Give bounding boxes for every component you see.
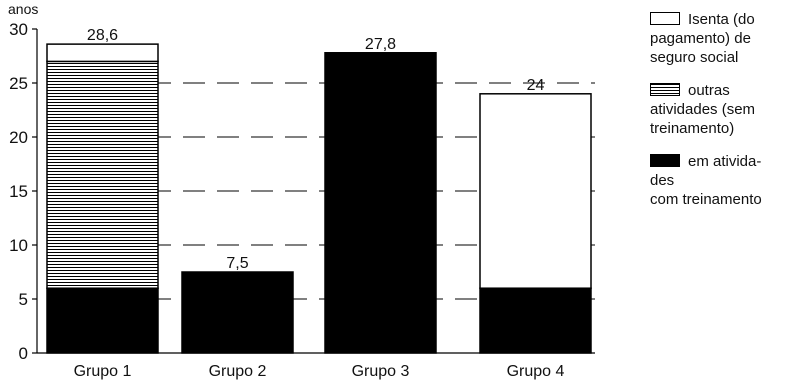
y-tick-label: 20 (9, 128, 28, 147)
bar-4-segment-1 (479, 287, 592, 354)
bar-2-segment-1 (181, 271, 294, 354)
legend-item-3: em atividа-des com treinamento (650, 152, 789, 209)
legend-text: pagamento) de (650, 30, 751, 47)
legend-text: em atividа- (688, 153, 762, 170)
legend-text: seguro social (650, 49, 739, 66)
y-tick-label: 0 (19, 344, 28, 363)
bar-1-segment-1 (46, 287, 159, 354)
legend-text: des (650, 172, 675, 189)
bars (46, 43, 592, 354)
y-tick-label: 15 (9, 182, 28, 201)
legend-swatch-black (650, 154, 680, 167)
legend: Isenta (do pagamento) de seguro social outr… (650, 10, 789, 223)
legend-item-2: outras atividades (sem treinamento) (650, 81, 789, 138)
legend-text: treinamento) (650, 120, 735, 137)
legend-swatch-hatch (650, 83, 680, 96)
legend-text: atividades (sem (650, 101, 756, 118)
category-label: Grupo 4 (507, 363, 565, 380)
legend-item-1: Isenta (do pagamento) de seguro social (650, 10, 789, 67)
axes (32, 28, 595, 354)
bar-1-segment-2 (46, 60, 159, 289)
bar-4-segment-3 (479, 93, 592, 289)
y-unit-label: anos (8, 1, 38, 17)
y-tick-label: 5 (19, 290, 28, 309)
category-label: Grupo 1 (74, 363, 132, 380)
labels: 28,6 Grupo 1 7,5 Grupo 2 27,8 Grupo 3 24 Grupo … (8, 1, 565, 380)
y-tick-label: 30 (9, 20, 28, 39)
y-tick-label: 25 (9, 74, 28, 93)
category-label: Grupo 2 (209, 363, 267, 380)
bar-total-label: 7,5 (226, 255, 248, 272)
bar-total-label: 27,8 (365, 36, 396, 53)
bar-1-segment-3 (46, 43, 159, 63)
bar-total-label: 24 (527, 77, 545, 94)
legend-text: com treinamento (650, 191, 762, 208)
category-label: Grupo 3 (352, 363, 410, 380)
legend-text: Isenta (do (688, 11, 755, 28)
bar-3-segment-1 (324, 52, 437, 354)
legend-text: outras (688, 82, 730, 99)
y-tick-label: 10 (9, 236, 28, 255)
legend-swatch-white (650, 12, 680, 25)
bar-total-label: 28,6 (87, 27, 118, 44)
